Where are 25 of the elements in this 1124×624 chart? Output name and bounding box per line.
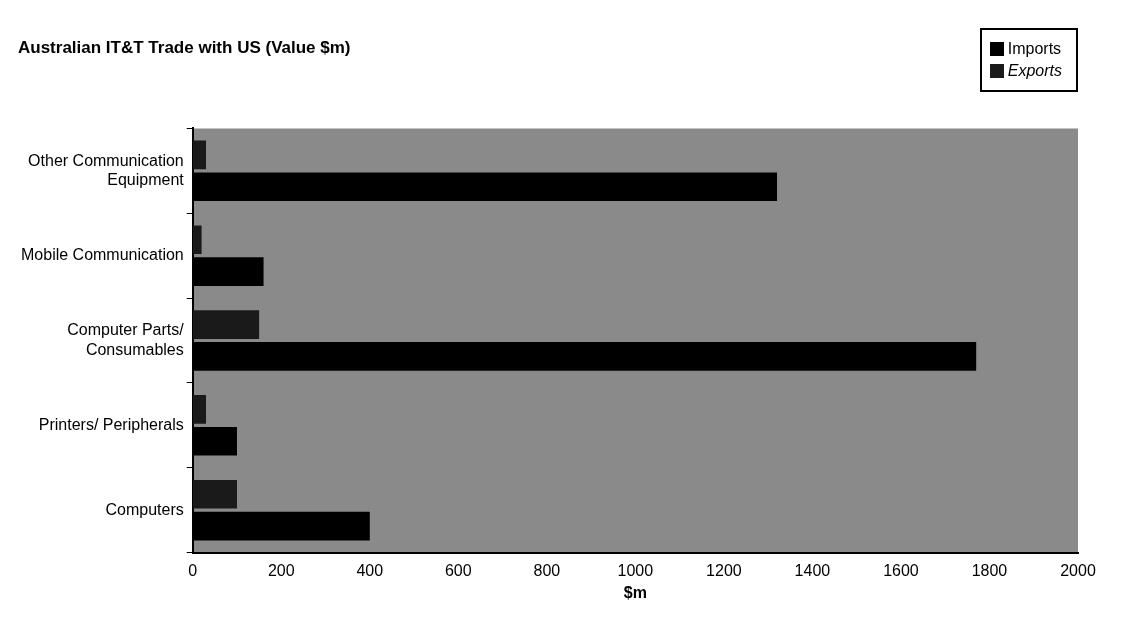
x-tick-label: 1800 bbox=[971, 561, 1008, 579]
bar bbox=[192, 395, 207, 424]
x-tick-label: 200 bbox=[267, 561, 295, 579]
y-tick-label: Computers bbox=[105, 500, 184, 518]
y-tick-label: Mobile Communication bbox=[21, 246, 184, 264]
bar bbox=[192, 479, 237, 509]
x-axis-title: $m bbox=[623, 583, 647, 601]
x-tick-label: 1600 bbox=[883, 561, 919, 579]
x-tick-label: 1200 bbox=[706, 561, 742, 579]
legend-label: Imports bbox=[1007, 40, 1062, 58]
x-tick-label: 800 bbox=[533, 561, 561, 579]
y-tick-label: Printers/ Peripherals bbox=[38, 415, 184, 433]
x-tick-label: 1400 bbox=[794, 561, 831, 579]
bar bbox=[192, 140, 207, 170]
chart-title: Australian IT&T Trade with US (Value $m) bbox=[18, 37, 351, 57]
x-tick-label: 2000 bbox=[1060, 561, 1096, 579]
bar bbox=[192, 310, 260, 339]
y-tick-label: Other Communication Equipment bbox=[28, 151, 185, 188]
legend-label: Exports bbox=[1007, 62, 1062, 80]
bar bbox=[192, 225, 202, 255]
x-tick-label: 1000 bbox=[617, 561, 654, 579]
y-tick-label: Computer Parts/ Consumables bbox=[67, 321, 185, 358]
x-tick-label: 0 bbox=[188, 561, 198, 579]
x-tick-label: 600 bbox=[444, 561, 472, 579]
x-tick-label: 400 bbox=[356, 561, 384, 579]
